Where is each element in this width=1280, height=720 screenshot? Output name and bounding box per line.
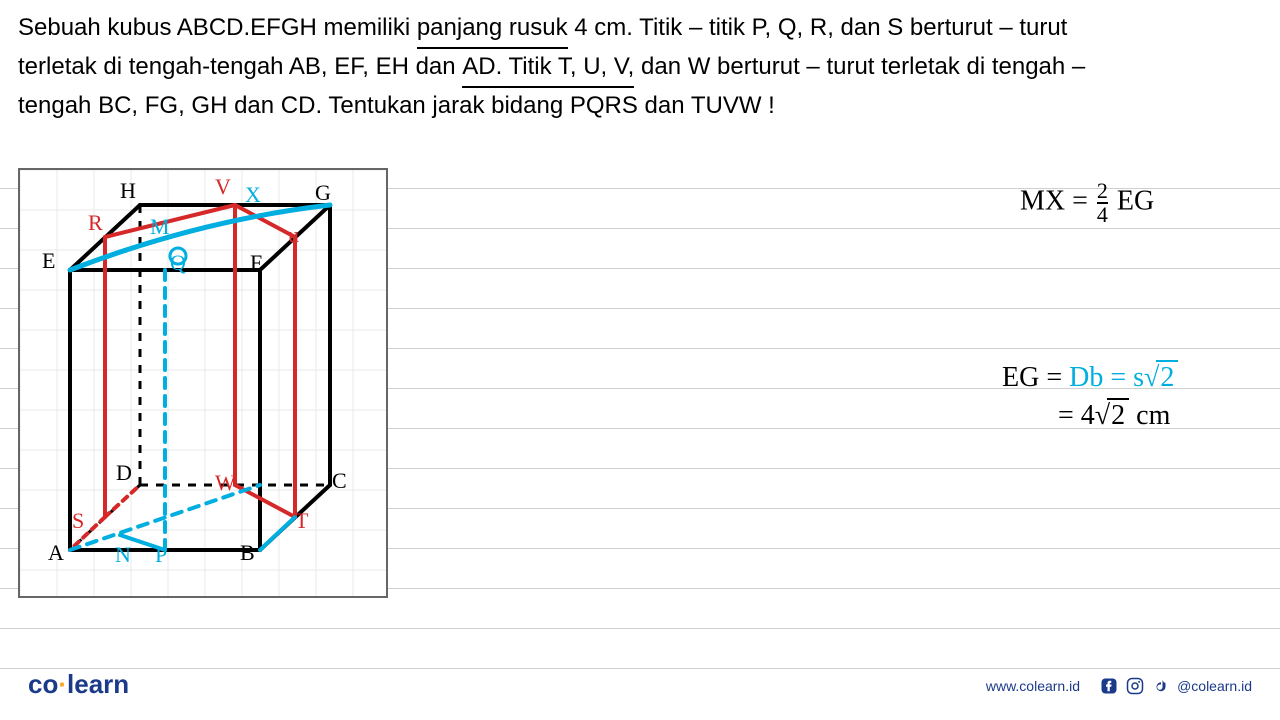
- eq-eg-rad: 2: [1156, 360, 1178, 393]
- q-line1b: 4 cm. Titik – titik P, Q, R, dan S bertu…: [568, 14, 1068, 41]
- eq-mx-frac: 2 4: [1097, 180, 1108, 226]
- brand-b: learn: [67, 669, 129, 699]
- cube-label-Q: Q: [170, 250, 186, 276]
- cube-diagram: H VX G R Mu E Q F D W C S T A NP B: [18, 168, 388, 598]
- cube-label-F: F: [250, 250, 262, 276]
- cube-label-P: P: [155, 542, 167, 568]
- q-line2b: dan W berturut – turut terletak di tenga…: [634, 53, 1085, 80]
- footer-socials: @colearn.id: [1099, 676, 1252, 696]
- cube-label-G: G: [315, 180, 331, 206]
- cube-label-D: D: [116, 460, 132, 486]
- tiktok-icon: [1151, 676, 1171, 696]
- q-line1u: panjang rusuk: [417, 10, 568, 49]
- footer: co·learn www.colearn.id @colearn.id: [0, 664, 1280, 700]
- cube-label-T: T: [295, 508, 308, 534]
- cube-label-U: u: [288, 222, 299, 248]
- sqrt-icon: 2: [1144, 362, 1178, 394]
- eq-mx-den: 4: [1097, 202, 1108, 226]
- question-text: Sebuah kubus ABCD.EFGH memiliki panjang …: [18, 10, 1262, 124]
- brand-a: co: [28, 669, 58, 699]
- eq-eg2-a: = 4: [1058, 400, 1095, 431]
- brand-dot-icon: ·: [58, 669, 67, 699]
- instagram-icon: [1125, 676, 1145, 696]
- cube-label-R: R: [88, 210, 103, 236]
- eq-mx-num: 2: [1097, 180, 1108, 202]
- cube-label-N: N: [115, 542, 131, 568]
- cube-label-V: V: [215, 174, 231, 200]
- sqrt-icon-2: 2: [1095, 400, 1129, 432]
- cube-label-W: W: [215, 470, 236, 496]
- cube-label-E: E: [42, 248, 55, 274]
- cube-label-A: A: [48, 540, 64, 566]
- equation-eg2: = 4 2 cm: [1058, 400, 1170, 432]
- q-line2a: terletak di tengah-tengah AB, EF, EH dan: [18, 53, 462, 80]
- eq-mx-lhs: MX =: [1020, 185, 1088, 216]
- cube-label-B: B: [240, 540, 255, 566]
- equation-mx: MX = 2 4 EG: [1020, 180, 1154, 226]
- cube-label-S: S: [72, 508, 84, 534]
- facebook-icon: [1099, 676, 1119, 696]
- q-line3: tengah BC, FG, GH dan CD. Tentukan jarak…: [18, 92, 775, 119]
- eq-eg2-rad: 2: [1107, 398, 1129, 431]
- q-line2u: AD. Titik T, U, V,: [462, 49, 634, 88]
- footer-site: www.colearn.id: [986, 678, 1080, 694]
- eq-eg-a: EG =: [1002, 362, 1069, 393]
- footer-handle: @colearn.id: [1177, 678, 1252, 694]
- brand-logo: co·learn: [28, 669, 129, 700]
- cube-label-C: C: [332, 468, 347, 494]
- eq-eg2-b: cm: [1129, 400, 1170, 431]
- cube-label-X: X: [245, 182, 261, 208]
- cube-label-M: M: [150, 214, 170, 240]
- eq-eg-b: Db = s: [1069, 362, 1144, 393]
- q-line1a: Sebuah kubus ABCD.EFGH memiliki: [18, 14, 417, 41]
- cube-label-H: H: [120, 178, 136, 204]
- equation-eg: EG = Db = s 2: [1002, 362, 1178, 394]
- eq-mx-tail: EG: [1117, 185, 1154, 216]
